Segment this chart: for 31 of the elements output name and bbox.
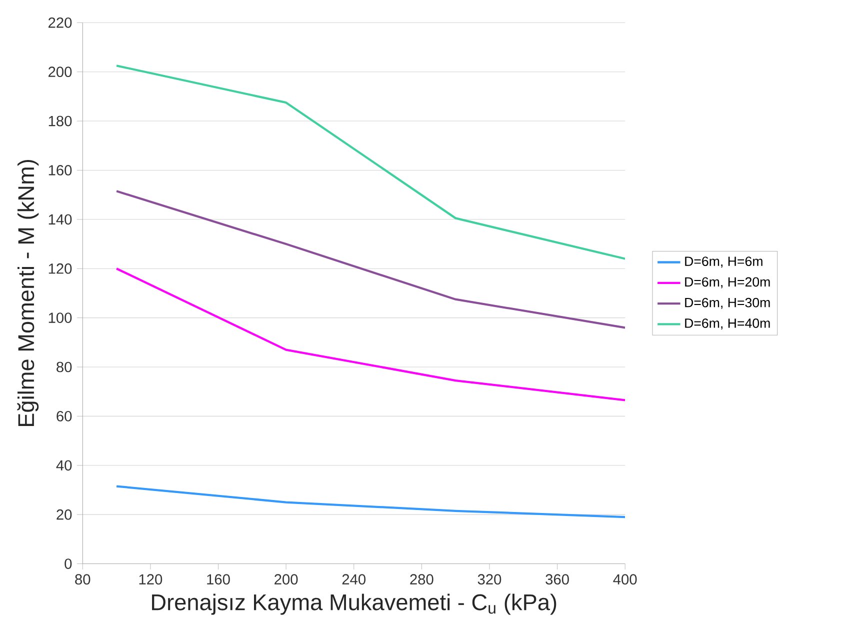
line-series	[115, 485, 626, 518]
x-axis-title: Drenajsız Kayma Mukavemeti - C$_{u}$ (kPa)	[152, 594, 556, 615]
legend-label: D=6m, H=30m	[685, 298, 770, 309]
y-tick-label: 220	[48, 17, 72, 28]
x-tick-label: 120	[139, 574, 162, 585]
line-series	[115, 64, 626, 260]
x-tick-label: 80	[75, 574, 90, 585]
y-tick-label: 100	[48, 312, 72, 323]
y-tick-label: 120	[48, 263, 72, 274]
y-tick-label: 60	[56, 410, 72, 422]
line-series	[115, 190, 626, 329]
legend-label: D=6m, H=6m	[685, 256, 762, 268]
y-tick-label: 160	[48, 165, 72, 176]
x-tick-label: 400	[613, 574, 637, 585]
x-tick-label: 200	[274, 574, 298, 585]
legend-label: D=6m, H=20m	[685, 277, 770, 288]
y-axis-title: Eğilme Momenti - M (kNm)	[17, 160, 39, 426]
x-tick-label: 360	[546, 574, 569, 585]
x-tick-label: 160	[207, 574, 230, 585]
y-tick-label: 200	[48, 66, 72, 77]
y-tick-label: 20	[56, 509, 72, 520]
x-tick-label: 240	[342, 574, 366, 585]
y-tick-label: 80	[56, 362, 72, 372]
x-tick-label: 280	[410, 574, 434, 585]
legend-label: D=6m, H=40m	[685, 318, 770, 330]
x-tick-label: 320	[478, 574, 502, 585]
y-tick-label: 140	[48, 214, 72, 225]
y-tick-label: 180	[48, 116, 72, 126]
y-tick-label: 40	[56, 460, 72, 471]
line-series	[115, 268, 626, 402]
y-tick-label: 0	[64, 558, 72, 569]
